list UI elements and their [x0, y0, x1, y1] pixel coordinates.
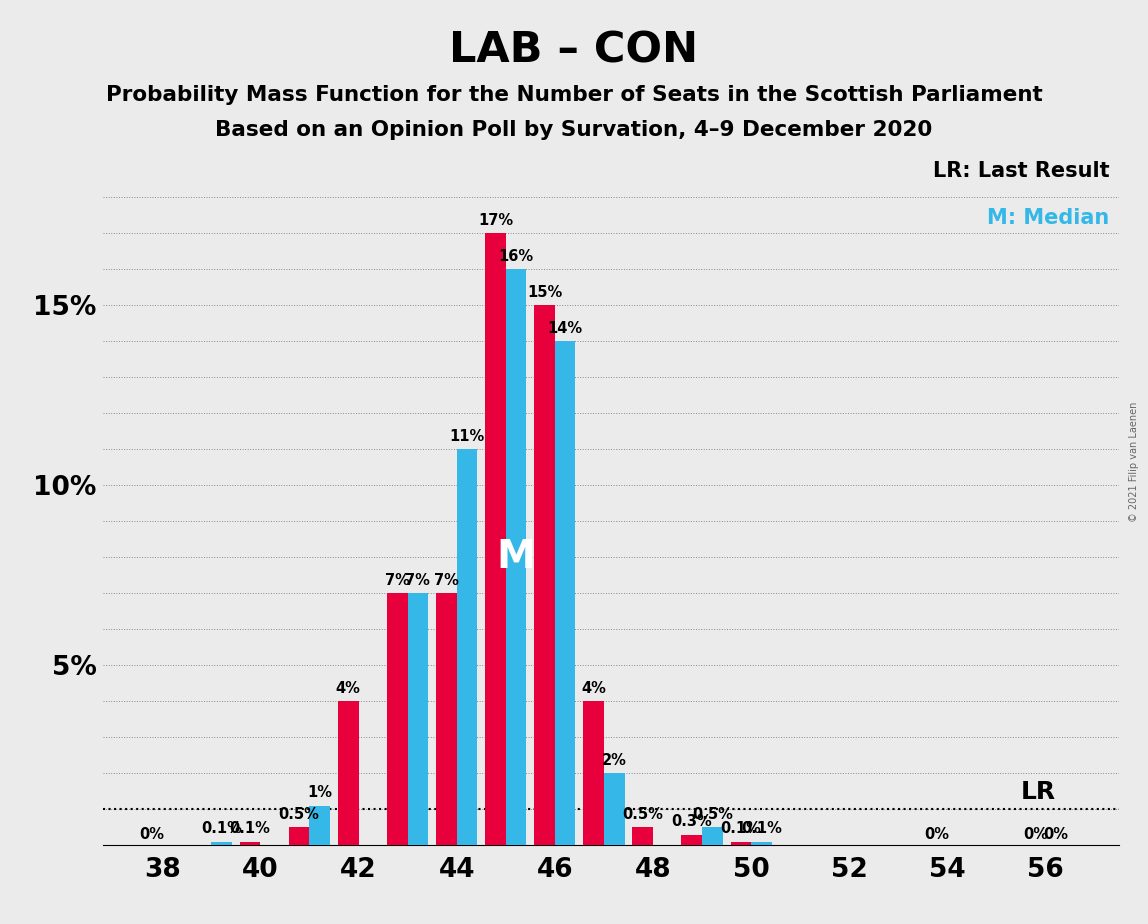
Text: 0.5%: 0.5% [279, 807, 319, 822]
Text: 17%: 17% [478, 213, 513, 228]
Text: 0.1%: 0.1% [230, 821, 271, 836]
Bar [633, 828, 653, 845]
Bar [240, 842, 261, 845]
Bar [554, 341, 575, 845]
Bar [486, 233, 506, 845]
Text: 0%: 0% [1023, 827, 1048, 842]
Text: 11%: 11% [449, 429, 484, 444]
Text: 4%: 4% [336, 681, 360, 696]
Text: 2%: 2% [602, 753, 627, 768]
Bar [682, 834, 703, 845]
Text: 0.1%: 0.1% [742, 821, 782, 836]
Bar [338, 701, 358, 845]
Text: 1%: 1% [308, 785, 332, 800]
Text: 7%: 7% [405, 573, 430, 588]
Text: 16%: 16% [498, 249, 534, 264]
Text: 0.1%: 0.1% [201, 821, 242, 836]
Text: © 2021 Filip van Laenen: © 2021 Filip van Laenen [1130, 402, 1139, 522]
Text: 14%: 14% [548, 321, 583, 336]
Text: 0%: 0% [1044, 827, 1069, 842]
Text: LR: Last Result: LR: Last Result [933, 161, 1109, 181]
Text: M: Median: M: Median [987, 208, 1109, 228]
Bar [604, 773, 625, 845]
Text: 0.5%: 0.5% [622, 807, 664, 822]
Text: 7%: 7% [385, 573, 410, 588]
Text: 0.5%: 0.5% [692, 807, 732, 822]
Bar [310, 806, 331, 845]
Text: 0%: 0% [924, 827, 949, 842]
Bar [211, 842, 232, 845]
Bar [751, 842, 771, 845]
Bar [289, 828, 310, 845]
Text: M: M [497, 539, 535, 577]
Text: 7%: 7% [434, 573, 459, 588]
Bar [387, 593, 408, 845]
Text: Probability Mass Function for the Number of Seats in the Scottish Parliament: Probability Mass Function for the Number… [106, 85, 1042, 105]
Bar [506, 269, 527, 845]
Text: 15%: 15% [527, 285, 563, 300]
Text: LAB – CON: LAB – CON [449, 30, 699, 71]
Text: Based on an Opinion Poll by Survation, 4–9 December 2020: Based on an Opinion Poll by Survation, 4… [216, 120, 932, 140]
Text: 0.3%: 0.3% [672, 814, 712, 829]
Bar [457, 449, 478, 845]
Text: LR: LR [1021, 780, 1056, 804]
Text: 0.1%: 0.1% [721, 821, 761, 836]
Bar [583, 701, 604, 845]
Bar [436, 593, 457, 845]
Text: 4%: 4% [581, 681, 606, 696]
Bar [730, 842, 751, 845]
Text: 0%: 0% [139, 827, 164, 842]
Bar [703, 828, 723, 845]
Bar [408, 593, 428, 845]
Bar [534, 305, 554, 845]
